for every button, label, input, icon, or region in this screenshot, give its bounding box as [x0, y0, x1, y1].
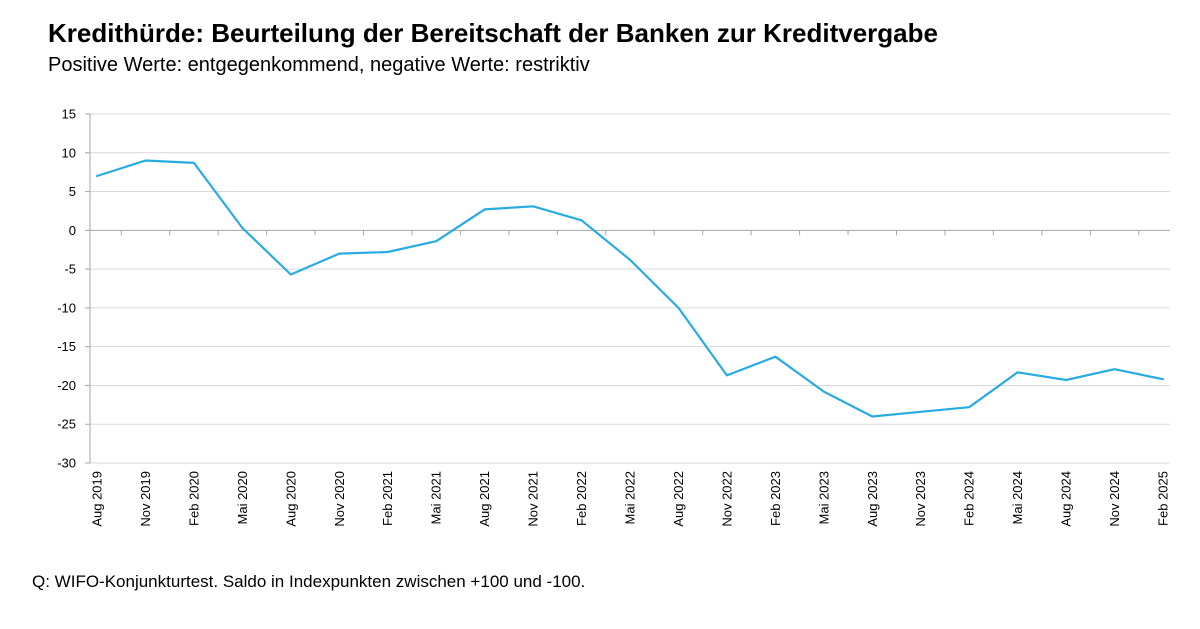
x-tick-label: Mai 2022 — [623, 471, 638, 524]
y-tick-label: -15 — [57, 339, 76, 354]
x-tick-label: Feb 2020 — [186, 471, 201, 526]
x-tick-label: Nov 2019 — [138, 471, 153, 527]
x-tick-label: Nov 2020 — [332, 471, 347, 527]
x-tick-label: Aug 2019 — [90, 471, 105, 527]
x-tick-label: Feb 2022 — [574, 471, 589, 526]
x-tick-label: Nov 2021 — [526, 471, 541, 527]
series-line — [95, 159, 1165, 418]
chart-subtitle: Positive Werte: entgegenkommend, negativ… — [48, 54, 590, 76]
y-tick-label: -25 — [57, 417, 76, 432]
x-tick-label: Nov 2023 — [913, 471, 928, 527]
y-tick-label: -30 — [57, 456, 76, 471]
x-tick-label: Mai 2020 — [235, 471, 250, 524]
x-tick-label: Feb 2021 — [380, 471, 395, 526]
x-tick-labels: Aug 2019 Nov 2019 Feb 2020 Mai 2020 Aug 2020… — [90, 471, 1171, 527]
y-tick-label: 15 — [62, 107, 76, 122]
x-tick-label: Aug 2021 — [477, 471, 492, 527]
x-tick-label: Aug 2024 — [1059, 471, 1074, 527]
x-tick-label: Mai 2024 — [1010, 471, 1025, 524]
y-tick-label: -10 — [57, 300, 76, 315]
axes — [85, 113, 1170, 464]
chart-title: Kredithürde: Beurteilung der Bereitschaf… — [48, 18, 938, 48]
series-layer — [95, 159, 1165, 418]
x-tick-label: Nov 2022 — [719, 471, 734, 527]
x-tick-label: Aug 2023 — [865, 471, 880, 527]
y-tick-label: 5 — [69, 184, 76, 199]
x-tick-label: Nov 2024 — [1107, 471, 1122, 527]
y-tick-label: 10 — [62, 145, 76, 160]
x-tick-label: Feb 2023 — [768, 471, 783, 526]
line-chart: 15 10 5 0 -5 -10 -15 -20 -25 -30 Aug 2019 Nov 2019… — [57, 107, 1171, 527]
y-tick-label: 0 — [69, 223, 76, 238]
source-note: Q: WIFO-Konjunkturtest. Saldo in Indexpu… — [32, 572, 586, 591]
y-tick-labels: 15 10 5 0 -5 -10 -15 -20 -25 -30 — [57, 107, 76, 471]
x-tick-label: Mai 2023 — [816, 471, 831, 524]
y-tick-label: -5 — [64, 262, 76, 277]
x-tick-label: Feb 2024 — [962, 471, 977, 526]
gridlines — [90, 113, 1170, 464]
x-tick-label: Feb 2025 — [1156, 471, 1171, 526]
x-tick-label: Mai 2021 — [429, 471, 444, 524]
x-tick-label: Aug 2022 — [671, 471, 686, 527]
x-tick-label: Aug 2020 — [283, 471, 298, 527]
y-tick-label: -20 — [57, 378, 76, 393]
